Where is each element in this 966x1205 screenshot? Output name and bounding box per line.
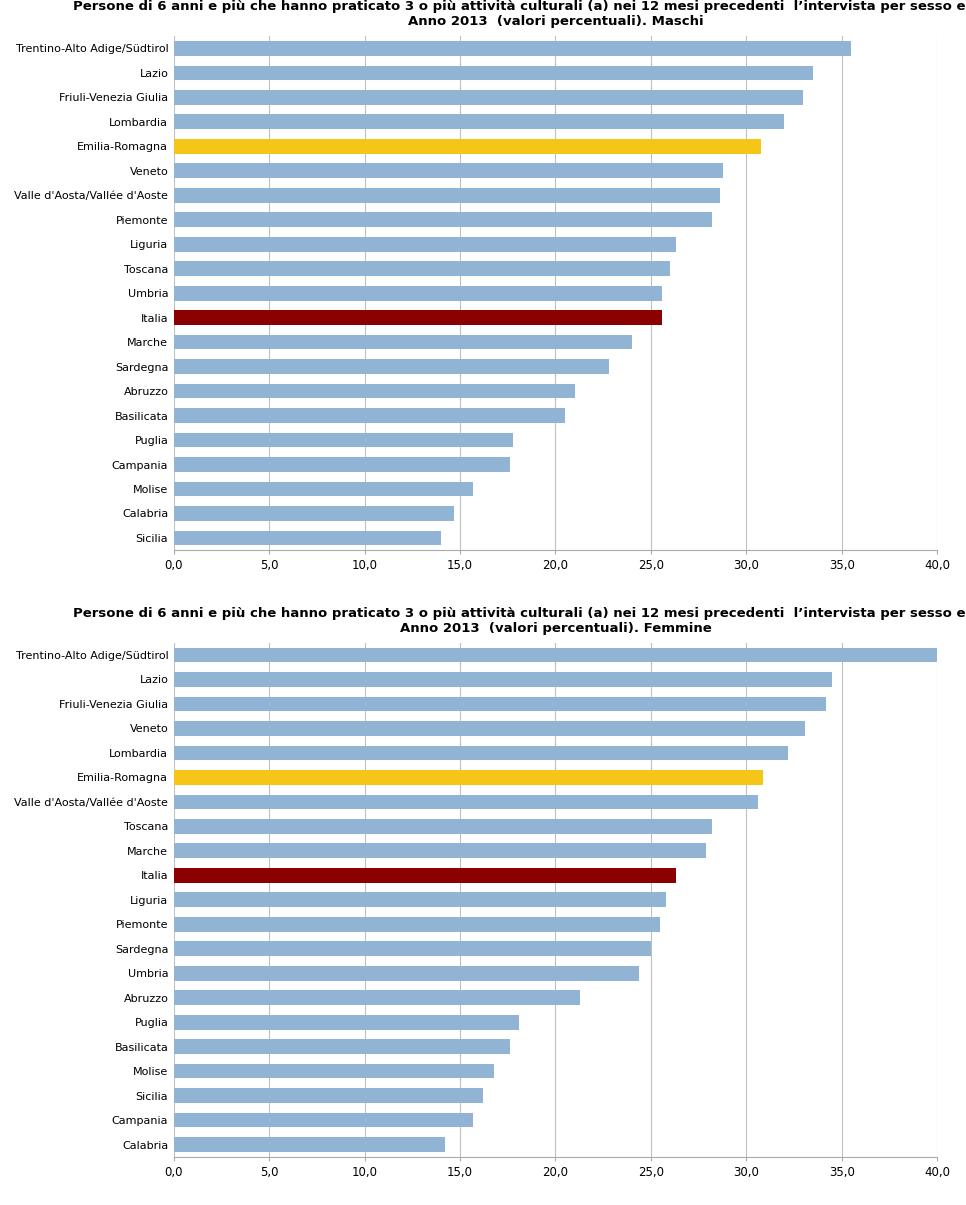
Bar [174, 819, 712, 834]
Bar [174, 90, 804, 105]
Title: Persone di 6 anni e più che hanno praticato 3 o più attività culturali (a) nei 1: Persone di 6 anni e più che hanno pratic… [73, 0, 966, 28]
Bar [174, 844, 706, 858]
Bar [174, 1064, 495, 1078]
Bar [174, 311, 663, 325]
Bar [174, 65, 813, 81]
Bar [174, 261, 670, 276]
Title: Persone di 6 anni e più che hanno praticato 3 o più attività culturali (a) nei 1: Persone di 6 anni e più che hanno pratic… [73, 606, 966, 635]
Bar [174, 672, 832, 687]
Bar [174, 966, 639, 981]
Bar [174, 1088, 483, 1103]
Bar [174, 408, 565, 423]
Bar [174, 868, 675, 882]
Bar [174, 941, 651, 956]
Bar [174, 794, 757, 810]
Bar [174, 41, 851, 55]
Bar [174, 1015, 519, 1029]
Bar [174, 139, 761, 154]
Bar [174, 359, 609, 374]
Bar [174, 482, 473, 496]
Bar [174, 721, 806, 736]
Bar [174, 114, 784, 129]
Bar [174, 335, 632, 349]
Bar [174, 286, 663, 300]
Bar [174, 457, 510, 472]
Bar [174, 1112, 473, 1128]
Bar [174, 647, 951, 663]
Bar [174, 1039, 510, 1054]
Bar [174, 746, 788, 760]
Bar [174, 770, 763, 784]
Bar [174, 383, 575, 399]
Bar [174, 433, 514, 447]
Bar [174, 893, 667, 907]
Bar [174, 506, 454, 521]
Bar [174, 212, 712, 227]
Bar [174, 530, 441, 546]
Bar [174, 696, 826, 711]
Bar [174, 164, 724, 178]
Bar [174, 237, 675, 252]
Bar [174, 991, 581, 1005]
Bar [174, 188, 720, 202]
Bar [174, 917, 661, 931]
Bar [174, 1138, 444, 1152]
